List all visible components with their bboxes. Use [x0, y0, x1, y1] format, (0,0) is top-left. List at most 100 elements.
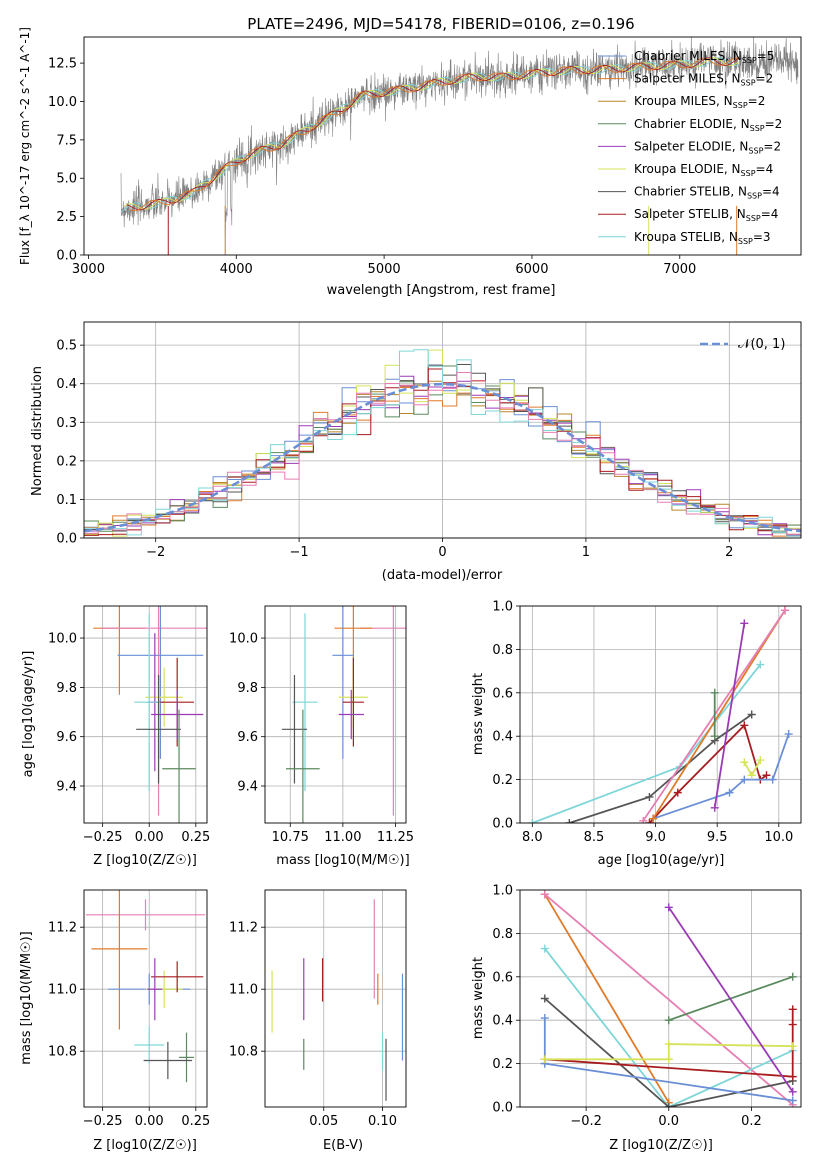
- weight-point-marker: [710, 732, 719, 741]
- y-tick-label: 0.5: [56, 339, 77, 354]
- x-tick-label: 0.10: [368, 1114, 397, 1129]
- x-tick-label: 5000: [368, 262, 401, 277]
- weight-point-marker: [788, 972, 797, 981]
- legend-label: Salpeter MILES, NSSP=2: [634, 72, 773, 88]
- plot-layer: 3000 4000 5000 6000 70000.02.55.07.510.012.5…: [48, 36, 802, 1129]
- observed-spectrum: [120, 37, 799, 237]
- y-tick-label: 0.3: [56, 416, 77, 431]
- weight-series-line: [544, 893, 670, 1104]
- mass_vs_EBV-plot: [271, 899, 404, 1101]
- weight-point-marker: [740, 775, 749, 784]
- weight_vs_Z-plot: [540, 890, 797, 1107]
- weight-point-marker: [788, 1087, 797, 1096]
- weight-point-marker: [673, 788, 682, 797]
- spectrum-ylabel: Flux [f_λ 10^-17 erg cm^-2 s^-1 A^-1]: [18, 27, 32, 265]
- weight-point-marker: [740, 619, 749, 628]
- spectrum-title: PLATE=2496, MJD=54178, FIBERID=0106, z=0…: [247, 15, 634, 33]
- x-tick-label: 0.25: [181, 1114, 210, 1129]
- x-tick-label: 10.0: [764, 830, 793, 845]
- weight-point-marker: [645, 792, 654, 801]
- weight-point-marker: [664, 1055, 673, 1064]
- weight-point-marker: [756, 756, 765, 765]
- y-tick-label: 9.4: [237, 780, 258, 795]
- x-tick-label: 0.0: [658, 1114, 679, 1129]
- x-tick-label: 8.5: [584, 830, 605, 845]
- weight-point-marker: [747, 710, 756, 719]
- y-tick-label: 5.0: [56, 172, 77, 187]
- mass-Z-xlabel: Z [log10(Z/Z☉)]: [93, 1138, 197, 1153]
- x-tick-label: 6000: [515, 262, 548, 277]
- mass_vs_Z-axes: −0.25 0.00 0.25 10.8 11.0 11.2: [48, 890, 210, 1129]
- x-tick-label: 8.0: [522, 830, 543, 845]
- mass_vs_Z-plot: [85, 890, 206, 1083]
- y-tick-label: 0.4: [492, 730, 513, 745]
- histogram-series: [84, 349, 801, 537]
- histogram-series: [84, 387, 801, 537]
- x-tick-label: 9.5: [707, 830, 728, 845]
- spectrum-plot: [120, 37, 799, 255]
- normal-reference-curve: [84, 382, 801, 533]
- age_vs_mass-axes: 10.75 11.00 11.25 9.4 9.6 9.8 10.0: [229, 606, 414, 845]
- weight-point-marker: [768, 775, 777, 784]
- age_vs_mass-plot: [281, 606, 406, 823]
- weight-age-xlabel: age [log10(age/yr)]: [598, 853, 725, 868]
- weight-point-marker: [788, 1020, 797, 1029]
- y-tick-label: 0.6: [492, 686, 513, 701]
- residuals-xlabel: (data-model)/error: [382, 568, 503, 583]
- weight-series-line: [668, 906, 794, 1093]
- weight-series-line: [652, 609, 786, 820]
- y-tick-label: 0.6: [492, 970, 513, 985]
- y-tick-label: 10.0: [48, 95, 77, 110]
- y-tick-label: 11.2: [48, 921, 77, 936]
- legend-label: Kroupa MILES, NSSP=2: [634, 94, 765, 110]
- y-tick-label: 9.8: [237, 681, 258, 696]
- weight-point-marker: [788, 1096, 797, 1105]
- x-tick-label: 11.00: [324, 830, 361, 845]
- x-tick-label: 4000: [220, 262, 253, 277]
- legend-label: 𝒩(0, 1): [738, 337, 785, 352]
- weight-point-marker: [747, 771, 756, 780]
- y-tick-label: 10.0: [229, 632, 258, 647]
- weight_vs_age-frame: [519, 605, 802, 824]
- residuals-ylabel: Normed distribution: [30, 366, 45, 496]
- y-tick-label: 0.4: [56, 377, 77, 392]
- spectrum-legend: Chabrier MILES, NSSP=5 Salpeter MILES, NS…: [598, 49, 782, 246]
- y-tick-label: 9.6: [237, 730, 258, 745]
- x-tick-label: −0.25: [83, 830, 123, 845]
- weight-point-marker: [725, 788, 734, 797]
- y-tick-label: 11.2: [229, 921, 258, 936]
- weight-point-marker: [784, 730, 793, 739]
- weight-point-marker: [788, 1072, 797, 1081]
- age_vs_Z-frame: [83, 605, 208, 824]
- y-tick-label: 10.0: [48, 632, 77, 647]
- mass-EBV-xlabel: E(B-V): [323, 1138, 363, 1153]
- x-tick-label: −0.2: [570, 1114, 602, 1129]
- y-tick-label: 0.2: [492, 773, 513, 788]
- x-tick-label: 0.05: [309, 1114, 338, 1129]
- weight-series-line: [713, 623, 746, 808]
- x-tick-label: 7000: [663, 262, 696, 277]
- y-tick-label: 9.4: [56, 780, 77, 795]
- legend-label: Chabrier ELODIE, NSSP=2: [634, 117, 782, 133]
- age-Z-xlabel: Z [log10(Z/Z☉)]: [93, 853, 197, 868]
- mass-Z-ylabel: mass [log10(M/M☉)]: [19, 931, 34, 1064]
- x-tick-label: 11.25: [377, 830, 414, 845]
- legend-label: Salpeter ELODIE, NSSP=2: [634, 139, 781, 155]
- weight-point-marker: [664, 1016, 673, 1025]
- x-tick-label: 0.00: [135, 1114, 164, 1129]
- weight-age-ylabel: mass weight: [471, 673, 486, 755]
- y-tick-label: 1.0: [492, 600, 513, 615]
- weight-point-marker: [540, 994, 549, 1003]
- weight-point-marker: [762, 771, 771, 780]
- legend-label: Kroupa STELIB, NSSP=3: [634, 230, 771, 246]
- age-mass-xlabel: mass [log10(M/M☉)]: [276, 853, 409, 868]
- x-tick-label: 0.25: [181, 830, 210, 845]
- legend-label: Kroupa ELODIE, NSSP=4: [634, 162, 773, 178]
- y-tick-label: 0.0: [492, 1101, 513, 1116]
- x-tick-label: −0.25: [83, 1114, 123, 1129]
- mass_vs_EBV-axes: 0.05 0.10 10.8 11.0 11.2: [229, 890, 406, 1129]
- weight-point-marker: [788, 1042, 797, 1051]
- y-tick-label: 1.0: [492, 884, 513, 899]
- x-tick-label: 10.75: [272, 830, 309, 845]
